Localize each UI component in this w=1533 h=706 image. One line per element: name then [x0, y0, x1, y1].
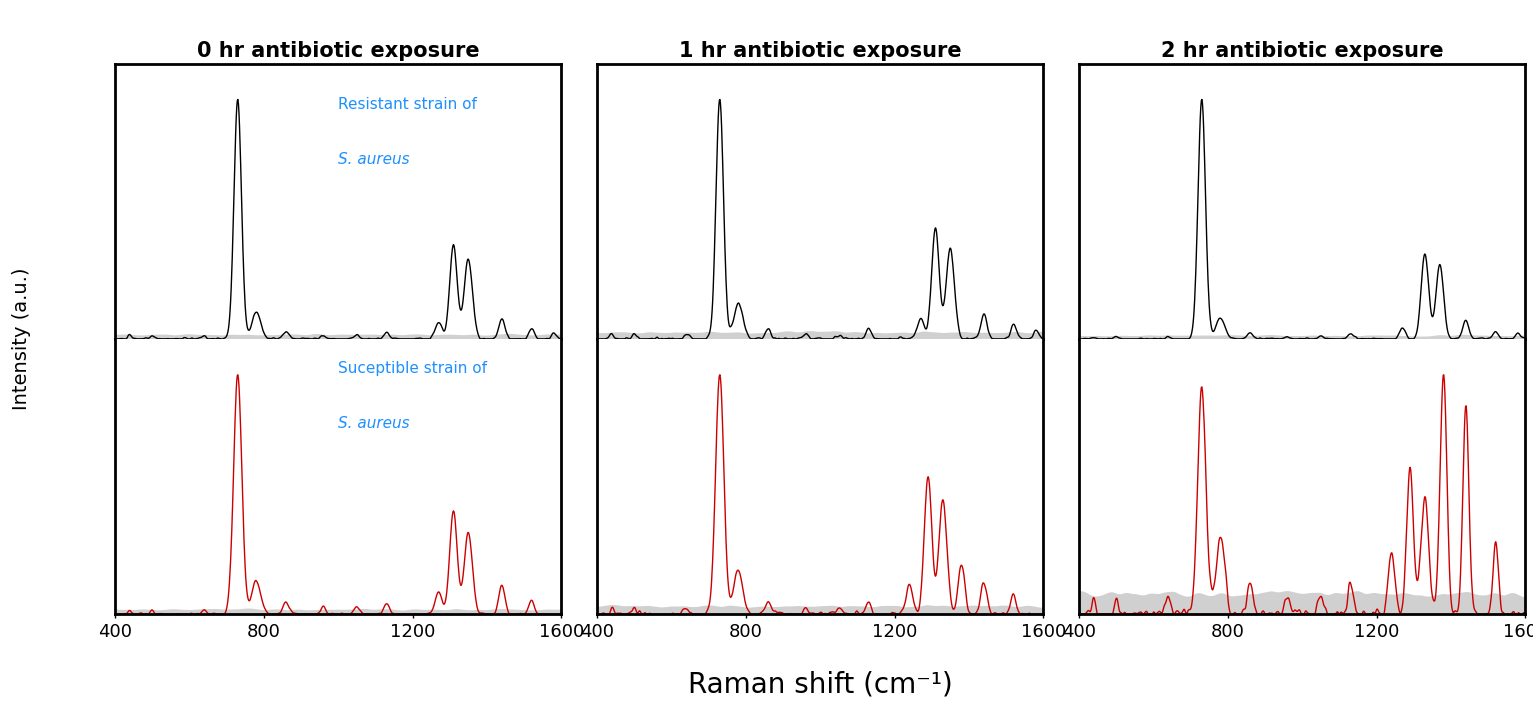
Title: 1 hr antibiotic exposure: 1 hr antibiotic exposure — [679, 41, 961, 61]
Text: S. aureus: S. aureus — [339, 416, 409, 431]
Text: S. aureus: S. aureus — [339, 152, 409, 167]
Text: Suceptible strain of: Suceptible strain of — [339, 361, 487, 376]
Text: Resistant strain of: Resistant strain of — [339, 97, 477, 112]
Text: Raman shift (cm⁻¹): Raman shift (cm⁻¹) — [688, 671, 952, 699]
Title: 2 hr antibiotic exposure: 2 hr antibiotic exposure — [1160, 41, 1444, 61]
Title: 0 hr antibiotic exposure: 0 hr antibiotic exposure — [196, 41, 480, 61]
Text: Intensity (a.u.): Intensity (a.u.) — [12, 268, 31, 410]
